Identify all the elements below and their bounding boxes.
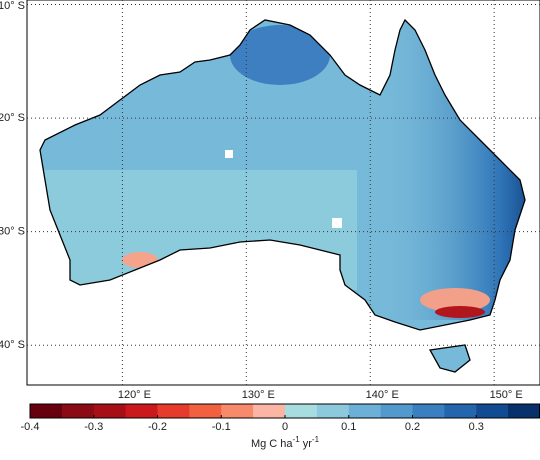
field-se-dark <box>435 306 485 318</box>
colorbar-tick-label: 0.2 <box>405 421 420 433</box>
x-tick-label: 130° E <box>242 389 275 401</box>
missing-cell <box>332 218 342 228</box>
colorbar-label: Mg C ha-1 yr-1 <box>251 435 320 450</box>
colorbar-tick-label: -0.2 <box>148 421 167 433</box>
field-north <box>230 25 330 85</box>
colorbar: -0.4 -0.3 -0.2 -0.1 0 0.1 0.2 0.3 <box>21 403 540 433</box>
colorbar-swatch <box>285 404 318 418</box>
colorbar-swatch <box>508 404 540 418</box>
unit-text: yr <box>300 438 313 450</box>
colorbar-swatch <box>412 404 445 418</box>
colorbar-swatch <box>316 404 350 418</box>
unit-text: Mg C ha <box>251 438 293 450</box>
y-tick-label: 30° S <box>0 226 25 238</box>
colorbar-tick-label: 0.1 <box>341 421 356 433</box>
colorbar-swatch <box>348 404 382 418</box>
y-tick-label: 10° S <box>0 0 25 12</box>
y-tick-label: 20° S <box>0 112 25 124</box>
colorbar-swatch <box>61 404 95 418</box>
colorbar-swatch <box>189 404 222 418</box>
y-tick-label: 40° S <box>0 339 25 351</box>
colorbar-swatch <box>30 404 63 418</box>
colorbar-swatch <box>125 404 158 418</box>
colorbar-swatch <box>253 404 286 418</box>
colorbar-tick-label: -0.4 <box>21 421 40 433</box>
colorbar-tick-label: 0.3 <box>469 421 484 433</box>
colorbar-swatch <box>93 404 127 418</box>
coastline <box>39 18 526 373</box>
colorbar-tick-label: -0.3 <box>84 421 103 433</box>
x-tick-label: 120° E <box>118 389 151 401</box>
field-se <box>420 288 490 312</box>
colorbar-swatch <box>380 404 413 418</box>
missing-cell <box>225 150 233 158</box>
axes: 120° E 130° E 140° E 150° E 10° S 20° S 30° S 4… <box>0 0 540 401</box>
colorbar-tick-label: 0 <box>282 421 288 433</box>
unit-exponent: -1 <box>312 435 320 444</box>
colorbar-swatch <box>476 404 509 418</box>
colorbar-swatch <box>444 404 477 418</box>
x-tick-label: 140° E <box>366 389 399 401</box>
x-tick-label: 150° E <box>490 389 523 401</box>
colorbar-swatch <box>157 404 190 418</box>
colorbar-swatch <box>221 404 254 418</box>
unit-exponent: -1 <box>293 435 301 444</box>
colorbar-tick-label: -0.1 <box>212 421 231 433</box>
